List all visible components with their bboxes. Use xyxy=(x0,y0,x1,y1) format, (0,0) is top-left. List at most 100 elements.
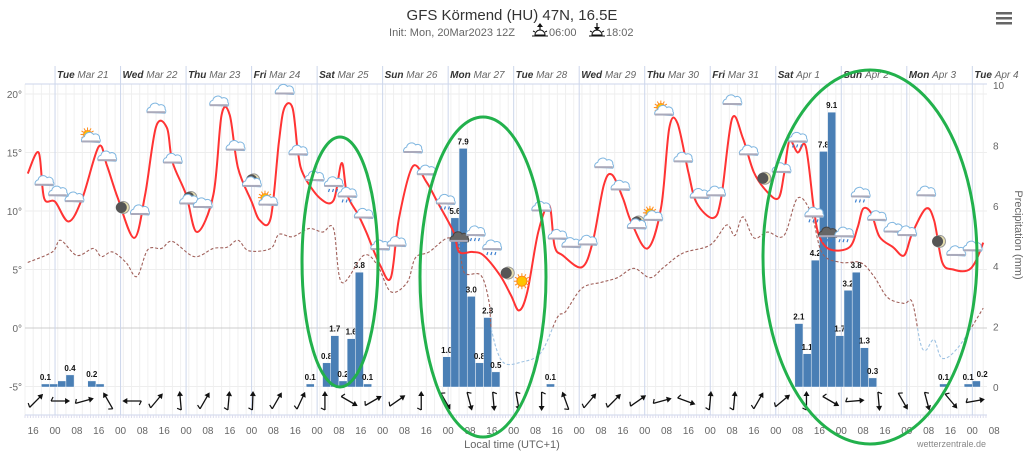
x-tick-label: 08 xyxy=(858,426,870,437)
cloud-base xyxy=(258,203,277,206)
x-tick-label: 16 xyxy=(290,426,302,437)
wind-arrow-icon xyxy=(629,395,647,407)
x-tick-label: 16 xyxy=(683,426,695,437)
cloudy-icon xyxy=(916,185,937,197)
precipitation-bar xyxy=(306,383,315,388)
day-label: Tue Apr 4 xyxy=(974,70,1019,81)
cloudy-icon xyxy=(610,179,631,191)
x-tick-label: 16 xyxy=(486,426,498,437)
rain-drop xyxy=(457,243,460,248)
wind-arrow-barb xyxy=(581,403,585,409)
wind-arrow-barb xyxy=(138,400,142,406)
moon-icon xyxy=(757,171,772,185)
cloudy-icon xyxy=(594,157,615,169)
cloudy-icon xyxy=(946,245,967,257)
precipitation-bar xyxy=(87,380,97,388)
cloud-base xyxy=(673,160,692,163)
rain-drop xyxy=(453,243,456,248)
rain-icon xyxy=(435,193,456,210)
y-left-tick-label: 0° xyxy=(12,324,22,335)
rain-drop xyxy=(822,239,825,243)
day-label-weekday: Mon xyxy=(909,70,932,81)
y-right-tick-label: 0 xyxy=(993,383,999,394)
wind-arrow-barb xyxy=(223,407,229,411)
cloudy-icon xyxy=(48,185,69,197)
precipitation-bar xyxy=(467,296,476,388)
precipitation-label: 0.1 xyxy=(963,373,975,382)
rain-drop xyxy=(490,251,493,256)
wind-arrow-icon xyxy=(269,392,282,410)
x-tick-label: 16 xyxy=(224,426,236,437)
y-left-tick-label: 15° xyxy=(7,149,22,160)
cloud-shape xyxy=(850,186,871,198)
wind-arrow-barb xyxy=(750,404,755,410)
rain-drop xyxy=(838,239,841,243)
wind-arrow-head xyxy=(833,400,840,407)
precipitation-label: 0.8 xyxy=(321,352,333,361)
cloud-base xyxy=(179,202,198,205)
cloud-base xyxy=(242,184,261,187)
cloud-shape xyxy=(547,228,568,241)
precipitation-bar xyxy=(802,353,812,388)
cloud-shape xyxy=(323,176,344,188)
cloud-shape xyxy=(80,131,101,143)
wind-arrow-icon xyxy=(750,392,764,410)
cloud-shape xyxy=(738,144,759,156)
x-tick-label: 00 xyxy=(836,426,848,437)
sun-ray xyxy=(517,285,520,289)
wind-arrow-icon xyxy=(581,393,597,409)
day-label-date: Mar 29 xyxy=(605,70,637,81)
wind-arrow-head xyxy=(37,393,44,400)
cloud-base xyxy=(884,230,903,233)
wind-arrow-barb xyxy=(564,408,569,411)
wind-arrow-icon xyxy=(773,394,791,408)
cloud-base xyxy=(289,153,308,156)
wind-arrow-barb xyxy=(605,402,609,408)
precipitation-bar xyxy=(41,383,50,388)
y-right-tick-label: 4 xyxy=(993,262,999,273)
wind-arrow-head xyxy=(122,398,128,404)
annotation-ellipse xyxy=(761,68,979,446)
x-tick-label: 16 xyxy=(28,426,40,437)
precipitation-bar xyxy=(852,272,861,388)
wind-arrow-head xyxy=(351,400,358,407)
partly-sunny-icon xyxy=(653,100,675,117)
cloudy-icon xyxy=(288,144,309,156)
sun-disc xyxy=(516,275,528,287)
wind-arrow-icon xyxy=(364,395,382,407)
rain-drop xyxy=(473,237,477,242)
moon-shadow xyxy=(932,235,944,247)
x-tick-label: 00 xyxy=(246,426,258,437)
day-label-weekday: Sat xyxy=(778,70,796,81)
day-label: Tue Mar 28 xyxy=(516,70,568,81)
day-label-date: Mar 25 xyxy=(337,70,369,81)
hamburger-menu-icon[interactable] xyxy=(996,12,1012,25)
cloud-base xyxy=(851,195,870,198)
cloud-shape xyxy=(403,142,423,154)
wind-arrow-head xyxy=(951,402,958,409)
x-tick-label: 08 xyxy=(661,426,673,437)
rain-drop xyxy=(862,199,865,203)
wind-arrow-icon xyxy=(340,393,358,407)
x-tick-label: 00 xyxy=(49,426,61,437)
rain-drop xyxy=(461,243,464,248)
day-label-date: Mar 27 xyxy=(473,70,505,81)
day-label-weekday: Thu xyxy=(188,70,209,81)
wind-arrow-barb xyxy=(652,398,655,404)
x-tick-label: 16 xyxy=(814,426,826,437)
cloud-shape xyxy=(64,191,85,203)
wind-arrow-barb xyxy=(677,394,682,399)
day-label: Tue Mar 21 xyxy=(57,70,109,81)
x-axis-title: Local time (UTC+1) xyxy=(464,439,560,451)
x-tick-label: 08 xyxy=(792,426,804,437)
cloud-shape xyxy=(304,170,325,182)
cloud-base xyxy=(482,248,501,251)
wind-arrow-icon xyxy=(74,396,94,404)
day-label: Wed Mar 29 xyxy=(581,70,636,81)
wind-arrow-head xyxy=(157,393,163,400)
day-label-weekday: Thu xyxy=(647,70,668,81)
wind-arrow-barb xyxy=(729,407,734,411)
day-label: Wed Mar 22 xyxy=(123,70,178,81)
day-label-weekday: Fri xyxy=(712,70,728,81)
cloudy-icon xyxy=(673,151,694,163)
